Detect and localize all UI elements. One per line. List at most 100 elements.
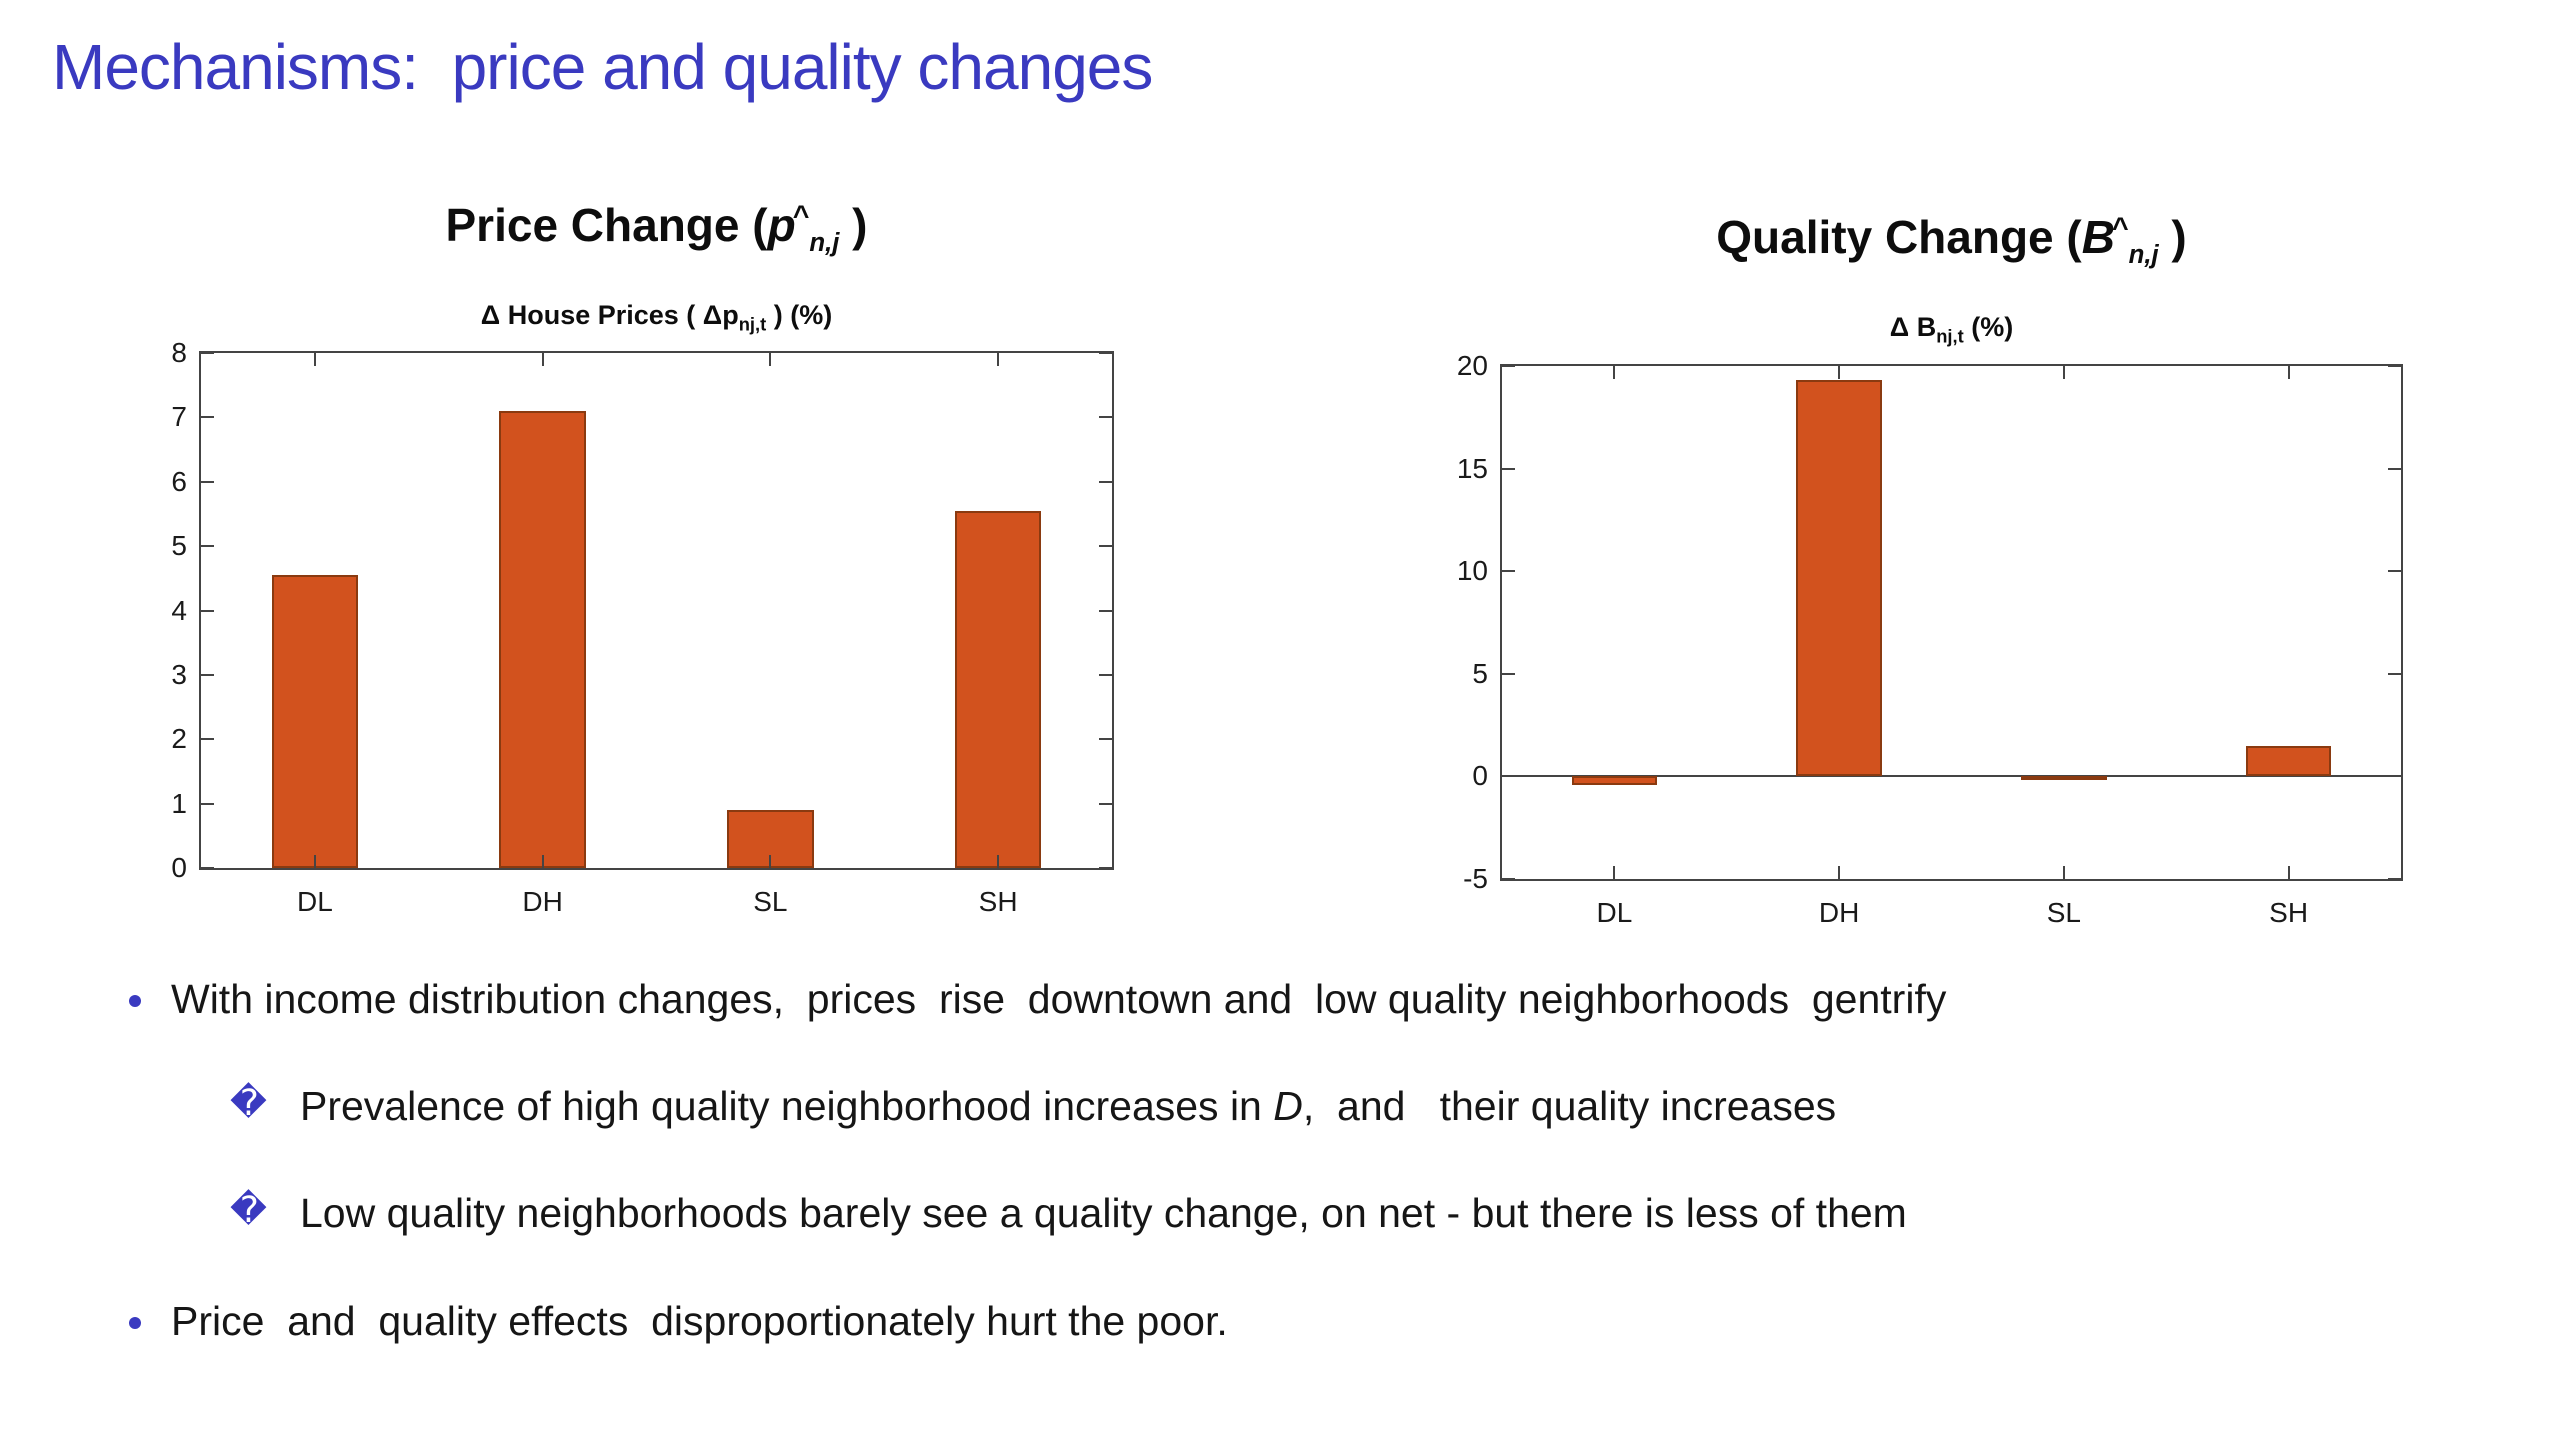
axis-tick bbox=[1502, 467, 1515, 470]
y-tick-label: 7 bbox=[171, 401, 187, 433]
bullet-dot-icon bbox=[129, 1316, 141, 1329]
axis-tick bbox=[1099, 673, 1112, 676]
math-var: p bbox=[767, 199, 796, 251]
y-tick-label: 4 bbox=[171, 594, 187, 626]
y-tick-label: 0 bbox=[171, 852, 187, 883]
axis-tick bbox=[2388, 467, 2401, 470]
axis-tick bbox=[2388, 570, 2401, 573]
axis-tick bbox=[201, 802, 214, 805]
bar bbox=[499, 410, 586, 868]
bar bbox=[271, 575, 359, 868]
bullet-diamond-icon: � bbox=[230, 1083, 267, 1125]
hat-accent: ^ bbox=[792, 199, 810, 232]
y-tick-label: -5 bbox=[1463, 863, 1488, 894]
axis-tick bbox=[1613, 366, 1616, 379]
plot-area: 0 1 2 3 4 5 6 7 8 DL DH SL SH bbox=[171, 337, 1114, 917]
chart-title-close: ) bbox=[2158, 211, 2187, 263]
plot-area: -5 0 5 10 15 20 DL DH SL SH bbox=[1457, 350, 2403, 928]
chart-title-close: ) bbox=[839, 199, 868, 251]
axis-tick bbox=[1099, 867, 1112, 869]
chart-title: Price Change (p^n,j ) bbox=[445, 198, 867, 258]
axis-tick bbox=[1502, 570, 1515, 573]
zero-axis-line bbox=[1502, 775, 2401, 778]
x-tick-label: DH bbox=[522, 886, 563, 917]
axis-tick bbox=[1099, 480, 1112, 483]
bar bbox=[2245, 745, 2332, 777]
chart-title-text: Price Change ( bbox=[445, 199, 768, 251]
axes-title-text: Δ House Prices ( Δp bbox=[480, 300, 739, 330]
axes-title-subscript: nj,t bbox=[1936, 325, 1964, 347]
axis-tick bbox=[1099, 352, 1112, 354]
axis-tick bbox=[1099, 609, 1112, 612]
axis-tick bbox=[1838, 866, 1841, 879]
y-tick-label: 3 bbox=[171, 658, 187, 690]
x-tick-label: SL bbox=[753, 886, 788, 917]
axis-tick bbox=[2388, 672, 2401, 675]
x-tick-label: DL bbox=[296, 886, 333, 917]
y-tick-label: 0 bbox=[1472, 760, 1488, 792]
axis-tick bbox=[2287, 866, 2290, 879]
axis-tick bbox=[1502, 672, 1515, 675]
axis-tick bbox=[2062, 366, 2065, 379]
math-subscript: n,j bbox=[809, 229, 840, 258]
chart-title: Quality Change (B^n,j ) bbox=[1716, 210, 2187, 270]
axis-tick bbox=[1502, 365, 1515, 367]
bullet-text: With income distribution changes, prices… bbox=[171, 976, 1947, 1022]
y-tick-label: 1 bbox=[171, 787, 187, 819]
x-tick-label: DH bbox=[1818, 897, 1860, 928]
axis-tick bbox=[201, 867, 214, 869]
bar bbox=[2021, 776, 2107, 781]
x-tick-label: SL bbox=[2046, 897, 2081, 928]
axis-tick bbox=[201, 352, 214, 354]
axis-tick bbox=[1613, 866, 1616, 879]
chart-title-text: Quality Change ( bbox=[1716, 211, 2082, 263]
axes-title-subscript: nj,t bbox=[738, 313, 767, 335]
axes-title-text: Δ B bbox=[1889, 312, 1937, 342]
y-tick-label: 5 bbox=[171, 530, 187, 562]
axis-tick bbox=[2062, 866, 2065, 879]
bullet-item: With income distribution changes, prices… bbox=[0, 975, 2560, 1024]
bullet-text: Price and quality effects disproportiona… bbox=[171, 1297, 1228, 1344]
bullet-item: Price and quality effects disproportiona… bbox=[0, 1297, 2560, 1346]
bar bbox=[1571, 776, 1658, 785]
axis-tick bbox=[541, 353, 544, 366]
y-tick-label: 10 bbox=[1456, 555, 1488, 587]
axis-tick bbox=[2388, 878, 2401, 880]
axis-tick bbox=[201, 609, 214, 612]
bullet-diamond-icon: � bbox=[230, 1190, 267, 1232]
axis-tick bbox=[997, 855, 1000, 868]
bullet-item: � Low quality neighborhoods barely see a … bbox=[0, 1189, 2560, 1238]
y-tick-label: 15 bbox=[1456, 452, 1488, 484]
y-tick-label: 2 bbox=[171, 723, 187, 755]
y-tick-label: 8 bbox=[171, 337, 187, 368]
math-var: B bbox=[2081, 211, 2115, 263]
bullet-dot-icon bbox=[129, 995, 141, 1007]
hat-accent: ^ bbox=[2111, 211, 2129, 244]
x-tick-label: SH bbox=[978, 886, 1018, 917]
bullet-text: Prevalence of high quality neighborhood … bbox=[300, 1083, 1837, 1130]
axis-tick bbox=[1099, 802, 1112, 805]
x-tick-label: DL bbox=[1596, 897, 1633, 928]
axis-tick bbox=[1099, 545, 1112, 548]
page-title: Mechanisms: price and quality changes bbox=[52, 31, 1153, 103]
price-change-chart: Price Change (p^n,j ) Δ House Prices ( Δ… bbox=[171, 198, 1114, 958]
axis-tick bbox=[201, 416, 214, 419]
bullet-list: With income distribution changes, prices… bbox=[0, 975, 2560, 1404]
axis-tick bbox=[541, 855, 544, 868]
x-tick-label: SH bbox=[2269, 897, 2309, 928]
axis-tick bbox=[201, 545, 214, 548]
y-tick-label: 5 bbox=[1472, 657, 1488, 689]
axis-tick bbox=[313, 353, 316, 366]
y-tick-label: 20 bbox=[1456, 350, 1488, 381]
axes-title-close: ) (%) bbox=[766, 300, 833, 330]
axis-tick bbox=[1502, 878, 1515, 880]
axis-tick bbox=[769, 855, 772, 868]
axis-tick bbox=[769, 353, 772, 366]
axis-tick bbox=[201, 673, 214, 676]
axis-tick bbox=[201, 480, 214, 483]
axis-tick bbox=[1099, 416, 1112, 419]
quality-change-chart: Quality Change (B^n,j ) Δ Bnj,t (%) -5 0 5… bbox=[1457, 210, 2403, 970]
math-subscript: n,j bbox=[2128, 241, 2159, 270]
axes-title-close: (%) bbox=[1963, 312, 2014, 342]
bullet-text: Low quality neighborhoods barely see a q… bbox=[300, 1190, 1907, 1237]
